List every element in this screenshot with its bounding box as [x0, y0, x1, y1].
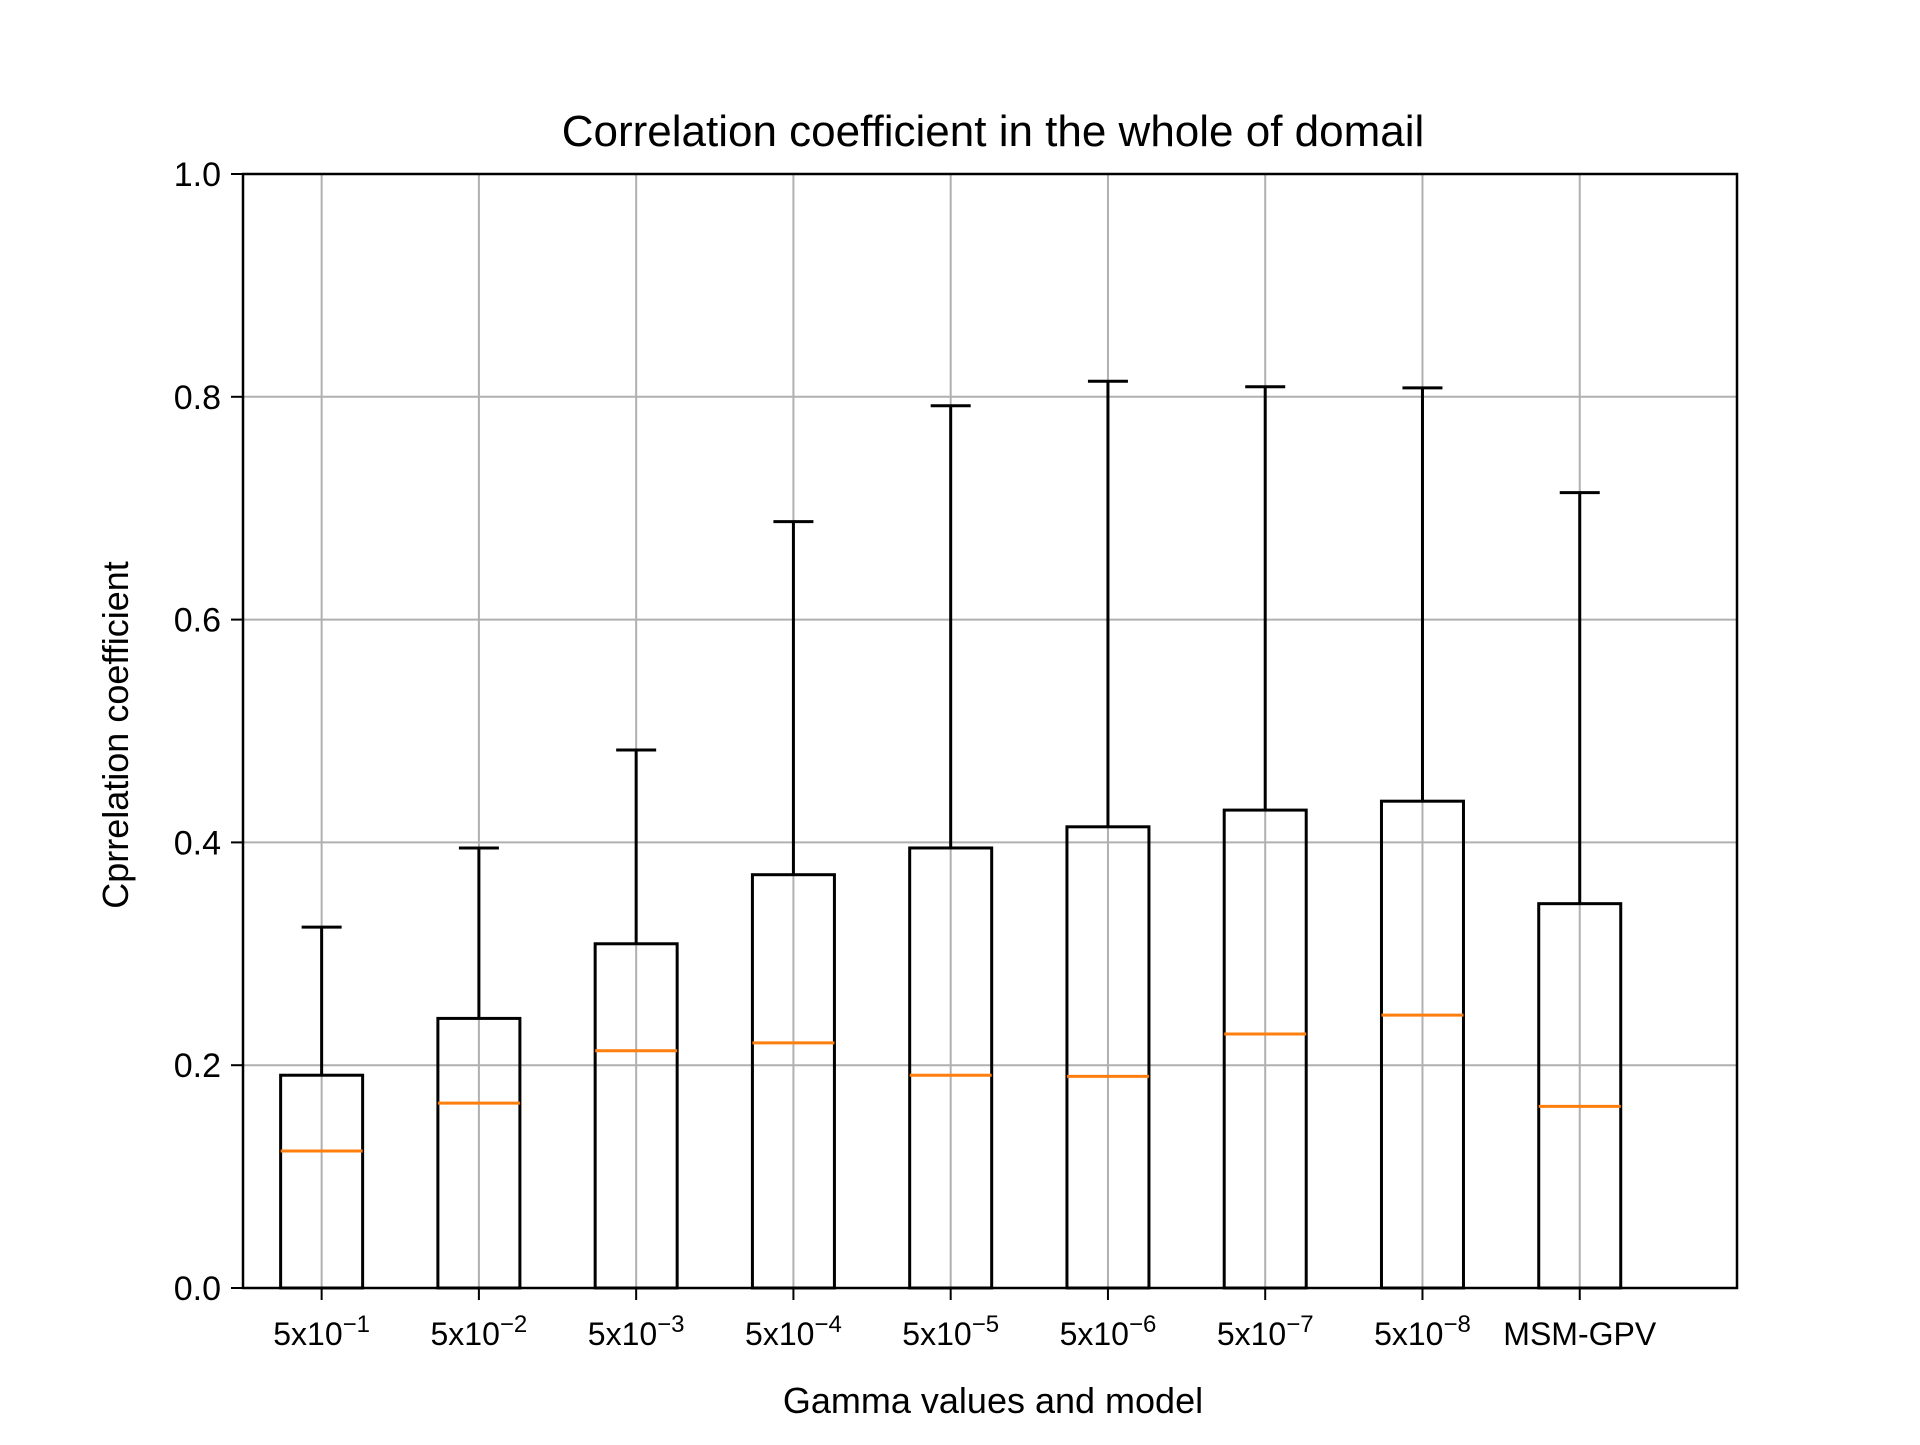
- x-tick-label-base: 5x10: [1217, 1316, 1286, 1352]
- x-tick-label-base: 5x10: [745, 1316, 814, 1352]
- x-tick-label-exponent: −2: [500, 1311, 527, 1338]
- x-tick-label: 5x10−1: [273, 1311, 370, 1352]
- y-tick-label: 1.0: [174, 156, 221, 194]
- x-tick-label-exponent: −8: [1443, 1311, 1470, 1338]
- x-tick-label-exponent: −7: [1286, 1311, 1313, 1338]
- x-tick-label-base: 5x10: [273, 1316, 342, 1352]
- x-tick-label-exponent: −3: [657, 1311, 684, 1338]
- x-tick-label-base: 5x10: [588, 1316, 657, 1352]
- y-axis-label: Cprrelation coefficient: [95, 561, 136, 909]
- x-tick-label: 5x10−4: [745, 1311, 842, 1352]
- x-tick-label-exponent: −6: [1129, 1311, 1156, 1338]
- plot-frame: [241, 172, 1739, 1290]
- x-tick-label: 5x10−8: [1374, 1311, 1471, 1352]
- y-tick-label: 0.8: [174, 379, 221, 417]
- x-tick-label-base: 5x10: [1374, 1316, 1443, 1352]
- x-tick-label: 5x10−2: [431, 1311, 528, 1352]
- y-tick-label: 0.0: [174, 1270, 221, 1308]
- x-tick-label-base: 5x10: [431, 1316, 500, 1352]
- chart-title: Correlation coefficient in the whole of …: [562, 107, 1425, 156]
- x-tick-label: 5x10−3: [588, 1311, 685, 1352]
- x-tick-label: 5x10−5: [902, 1311, 999, 1352]
- grid-lines: [243, 173, 1737, 1289]
- x-tick-label: MSM-GPV: [1503, 1316, 1657, 1352]
- x-tick-label-base: 5x10: [1060, 1316, 1129, 1352]
- x-tick-label-base: MSM-GPV: [1503, 1316, 1657, 1352]
- boxes: [279, 379, 1623, 1290]
- y-tick-label: 0.6: [174, 602, 221, 640]
- x-tick-label: 5x10−6: [1060, 1311, 1157, 1352]
- x-tick-label-exponent: −4: [814, 1311, 841, 1338]
- y-tick-label: 0.4: [174, 824, 221, 862]
- x-tick-label-exponent: −5: [972, 1311, 999, 1338]
- x-tick-label-exponent: −1: [343, 1311, 370, 1338]
- y-tick-label: 0.2: [174, 1047, 221, 1085]
- x-axis-label: Gamma values and model: [783, 1380, 1203, 1421]
- x-tick-label: 5x10−7: [1217, 1311, 1314, 1352]
- x-tick-label-base: 5x10: [902, 1316, 971, 1352]
